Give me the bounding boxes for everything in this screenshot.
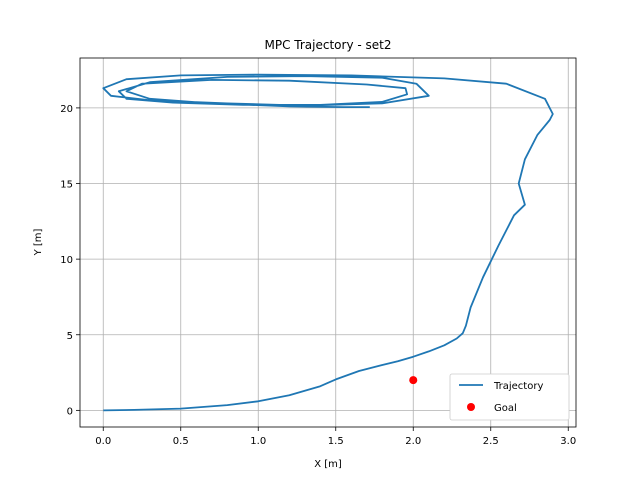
trajectory-line [102, 73, 554, 412]
y-tick-label: 5 [67, 331, 73, 342]
goal-point [409, 376, 418, 385]
x-axis-ticks: 0.0 0.5 1.0 1.5 2.0 2.5 3.0 [95, 427, 576, 447]
y-tick-label: 10 [60, 255, 73, 266]
x-tick-label: 3.0 [560, 436, 576, 447]
legend: Trajectory Goal [449, 373, 570, 421]
x-tick-label: 1.5 [328, 436, 344, 447]
x-tick-label: 2.5 [483, 436, 499, 447]
y-gridlines [80, 107, 576, 411]
y-tick-label: 0 [67, 406, 73, 417]
y-axis-ticks: 0 5 10 15 20 [60, 104, 80, 417]
x-tick-label: 0.0 [95, 436, 111, 447]
plot-area [102, 73, 554, 412]
x-tick-label: 2.0 [405, 436, 421, 447]
chart-title: MPC Trajectory - set2 [265, 38, 392, 52]
y-tick-label: 20 [60, 104, 73, 115]
legend-goal-swatch [467, 403, 475, 411]
axes-frame [79, 57, 577, 428]
y-tick-label: 15 [60, 180, 73, 191]
legend-goal-label: Goal [494, 403, 517, 414]
x-tick-label: 0.5 [173, 436, 189, 447]
x-gridlines [102, 58, 569, 427]
y-axis-label: Y [m] [33, 228, 44, 256]
x-axis-label: X [m] [314, 459, 342, 470]
legend-trajectory-label: Trajectory [493, 381, 543, 392]
x-tick-label: 1.0 [250, 436, 266, 447]
